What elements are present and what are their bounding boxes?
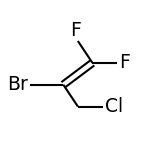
Text: F: F [119,53,130,72]
Text: F: F [70,21,81,39]
Text: Cl: Cl [105,97,123,116]
Text: Br: Br [7,75,28,94]
